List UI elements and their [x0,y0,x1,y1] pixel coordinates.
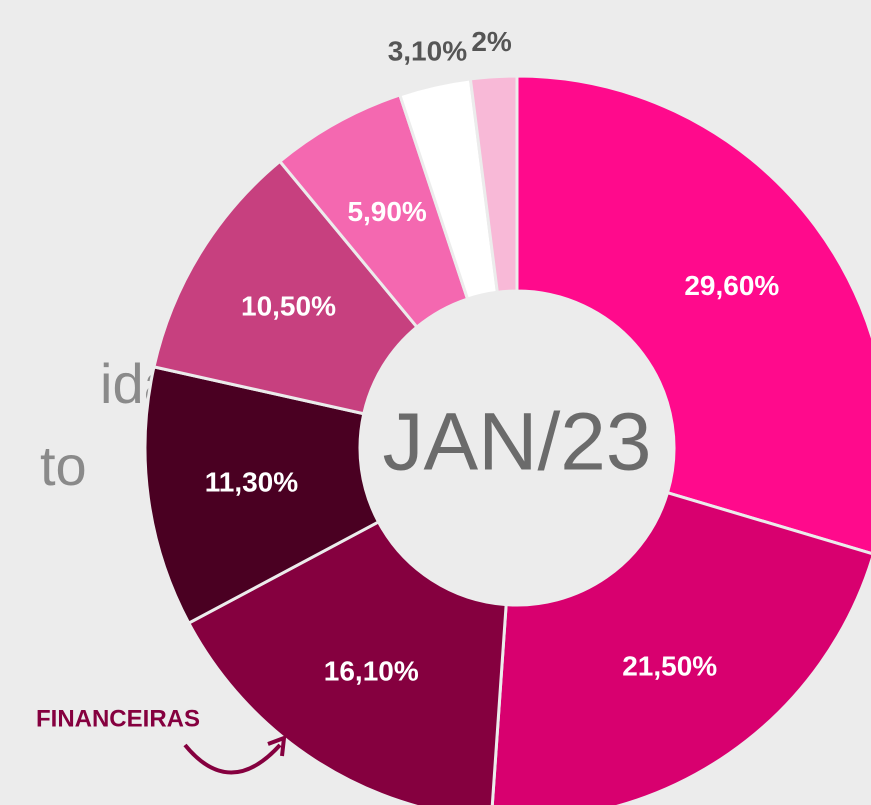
arrow-head [267,734,287,757]
value-label: 10,50% [241,290,336,321]
slice [468,74,519,294]
value-label: 29,60% [684,270,779,301]
slice [515,74,871,555]
donut [143,74,871,805]
value-label: 3,10% [388,35,467,66]
slice [490,490,871,805]
slice [152,159,420,416]
value-label: 2% [471,26,512,57]
slice [143,365,381,626]
side-text: to [40,434,87,497]
slice [186,519,508,805]
value-label: 21,50% [622,651,717,682]
value-label: 16,10% [324,655,419,686]
annotation: FINANCEIRAS [36,705,200,732]
arrow [183,743,282,775]
value-label: 11,30% [205,466,299,497]
value-label: 5,90% [347,196,426,227]
center-label: JAN/23 [383,397,652,488]
